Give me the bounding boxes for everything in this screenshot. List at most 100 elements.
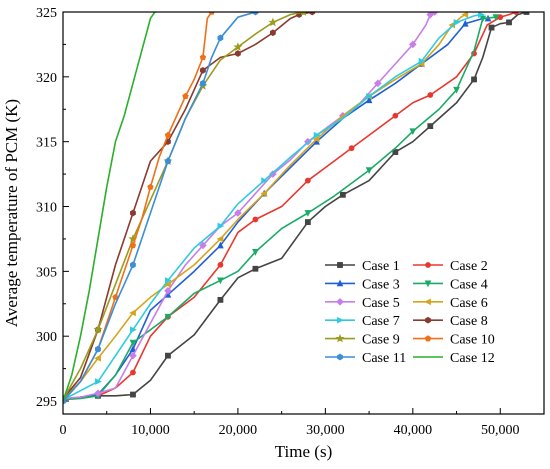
data-point (269, 170, 277, 178)
legend-label: Case 11 (362, 351, 406, 366)
legend-marker (337, 316, 344, 324)
data-point (129, 339, 137, 347)
legend-label: Case 5 (362, 296, 400, 311)
y-tick-label: 325 (36, 6, 57, 21)
data-point (208, 12, 215, 15)
legend-item: Case 1 (325, 259, 400, 274)
series-line (63, 12, 313, 399)
data-point (252, 12, 259, 16)
data-point (129, 351, 137, 360)
series-case-12 (63, 12, 156, 402)
data-point (409, 40, 417, 49)
data-point (217, 277, 224, 285)
data-point (217, 222, 225, 230)
data-point (300, 12, 307, 16)
data-point (471, 76, 477, 83)
x-tick-labels: 0 10,000 20,000 30,000 40,000 50,000 (60, 423, 520, 438)
x-tick-label: 0 (60, 423, 67, 438)
series-line (63, 12, 304, 401)
y-tick-label: 300 (36, 330, 57, 345)
x-tick-label: 40,000 (394, 423, 433, 438)
legend-item: Case 2 (413, 259, 488, 274)
legend-item: Case 3 (325, 277, 400, 292)
data-point (95, 345, 101, 353)
legend-marker (335, 333, 345, 343)
data-point (270, 29, 276, 37)
legend-marker (424, 298, 431, 306)
legend-label: Case 3 (362, 277, 400, 292)
series-line (63, 16, 496, 401)
data-point (252, 216, 259, 223)
y-tick-label: 295 (36, 395, 57, 410)
data-point (94, 389, 102, 398)
legend-marker (337, 262, 343, 268)
data-point (233, 42, 243, 51)
legend-marker (425, 262, 431, 268)
y-tick-label: 310 (36, 201, 57, 216)
series-line (63, 13, 466, 400)
data-point (130, 209, 136, 217)
data-point (164, 280, 171, 288)
data-point (418, 57, 426, 65)
data-point (409, 128, 417, 136)
data-point (217, 241, 224, 249)
legend-label: Case 12 (450, 351, 495, 366)
x-axis-title: Time (s) (275, 442, 332, 461)
legend-label: Case 1 (362, 259, 400, 274)
data-point (478, 12, 485, 18)
data-point (217, 261, 224, 268)
series-case-6 (63, 12, 469, 402)
legend-marker (425, 316, 431, 324)
legend-marker (337, 353, 343, 361)
legend-item: Case 4 (413, 277, 488, 292)
data-point (392, 149, 399, 155)
data-point (165, 352, 171, 359)
data-point (488, 24, 495, 31)
data-point (112, 293, 119, 301)
legend-item: Case 9 (325, 333, 400, 348)
series-case-8 (63, 12, 316, 402)
y-tick-labels: 295 300 305 310 315 320 325 (36, 6, 57, 410)
data-point (309, 12, 316, 16)
data-point (374, 79, 382, 88)
data-point (268, 17, 278, 27)
data-point (348, 145, 355, 152)
data-point (234, 209, 242, 217)
legend-label: Case 7 (362, 314, 400, 329)
data-point (304, 219, 311, 225)
data-point (365, 167, 373, 174)
legend-label: Case 10 (450, 333, 495, 348)
series-case-11 (63, 12, 259, 405)
data-point (427, 123, 434, 130)
legend-item: Case 11 (325, 351, 406, 366)
data-point (252, 249, 259, 256)
series-line (63, 12, 436, 400)
data-point (200, 67, 206, 74)
legend-item: Case 7 (325, 314, 400, 329)
data-point (216, 235, 224, 243)
series-line (63, 12, 527, 401)
data-point (312, 135, 320, 143)
legend-item: Case 10 (413, 333, 495, 348)
x-tick-label: 50,000 (481, 423, 520, 438)
data-point (129, 309, 136, 317)
data-point (304, 177, 311, 184)
legend-label: Case 2 (450, 259, 488, 274)
data-point (260, 190, 268, 197)
series-case-7 (63, 12, 485, 402)
y-axis-title: Average temperature of PCM (K) (2, 99, 21, 327)
data-point (523, 12, 530, 15)
data-point (313, 131, 321, 139)
legend-item: Case 8 (413, 314, 488, 329)
legend: Case 1 Case 2 Case 3 Case 4 Case 5 Case 6 Case… (325, 259, 495, 366)
y-tick-label: 315 (36, 136, 57, 151)
data-point (461, 12, 469, 18)
data-point (366, 92, 373, 100)
data-point (235, 50, 241, 57)
data-point (130, 369, 136, 376)
data-point (430, 12, 439, 16)
legend-marker (424, 280, 432, 288)
data-point (492, 14, 500, 21)
legend-label: Case 4 (450, 277, 488, 292)
